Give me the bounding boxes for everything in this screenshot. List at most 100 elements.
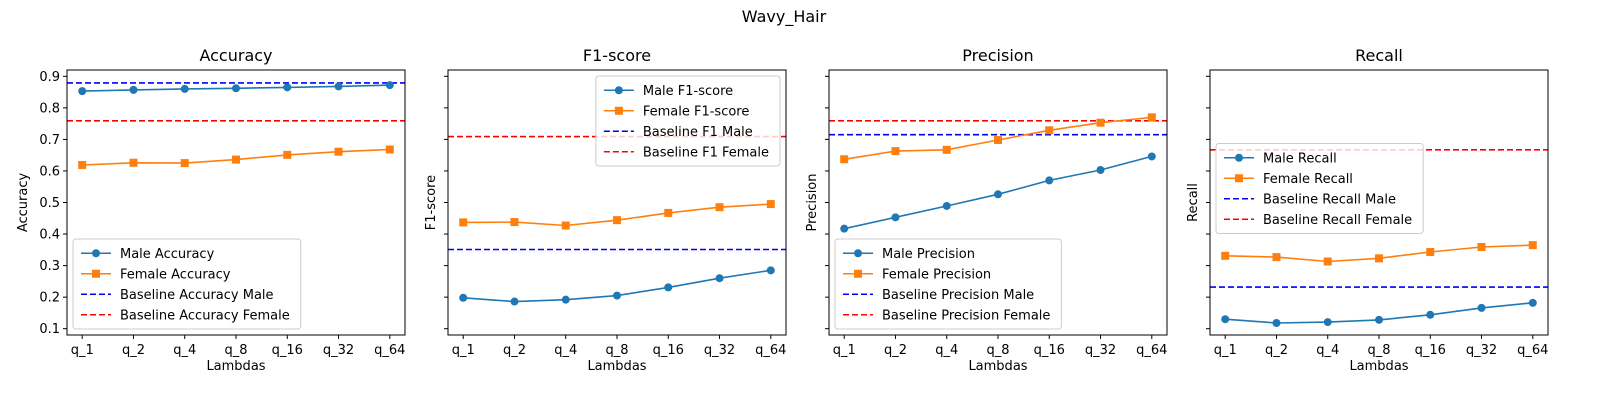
x-tick-label: q_32: [1085, 343, 1116, 358]
x-tick-label: q_64: [374, 343, 405, 358]
data-point-male: [78, 87, 87, 96]
x-tick-label: q_1: [833, 343, 856, 358]
data-point-male: [1221, 315, 1230, 324]
y-axis-label: Accuracy: [16, 173, 31, 233]
data-point-male: [891, 213, 900, 222]
data-point-male: [232, 84, 240, 93]
data-point-female: [1375, 254, 1383, 263]
data-point-female: [78, 160, 87, 169]
legend-marker: [854, 249, 862, 258]
data-point-female: [1096, 118, 1105, 127]
data-point-male: [334, 82, 343, 91]
x-axis-label: Lambdas: [968, 359, 1027, 374]
legend-label: Female Accuracy: [120, 267, 231, 282]
data-point-female: [1426, 248, 1435, 257]
x-tick-label: q_4: [173, 343, 196, 358]
y-axis-label: Recall: [1186, 183, 1201, 222]
x-tick-label: q_64: [1136, 343, 1167, 358]
x-tick-label: q_32: [1466, 343, 1497, 358]
data-point-female: [613, 216, 621, 225]
x-tick-label: q_2: [1265, 343, 1288, 358]
data-point-female: [1528, 241, 1537, 250]
legend: Male Precision Female Precision Baseline P…: [834, 238, 1062, 330]
data-point-female: [129, 158, 138, 167]
data-point-female: [766, 200, 775, 209]
x-tick-label: q_2: [884, 343, 907, 358]
data-point-male: [1375, 315, 1383, 324]
legend-label: Male Recall: [1263, 151, 1337, 166]
data-point-male: [1323, 318, 1332, 327]
x-tick-label: q_1: [71, 343, 94, 358]
data-point-male: [1477, 303, 1486, 312]
data-point-female: [1272, 253, 1281, 262]
data-point-male: [613, 291, 621, 300]
legend-label: Baseline Precision Female: [882, 308, 1050, 323]
legend-marker: [1235, 174, 1243, 183]
x-axis-label: Lambdas: [587, 359, 646, 374]
legend-item: Baseline Precision Female: [843, 308, 1050, 323]
legend-item: Female Recall: [1224, 172, 1353, 187]
x-tick-label: q_64: [1517, 343, 1548, 358]
x-tick-label: q_32: [323, 343, 354, 358]
legend: Male F1-score Female F1-score Baseline F1 …: [595, 75, 781, 167]
data-point-female: [334, 147, 343, 156]
chart-panel-1: Accuracy 0.1 0.2 0.3 0.4 0.5 0.6 0.7 0.8 0.9 q_1 q_…: [16, 46, 406, 374]
axes-frame: [1209, 69, 1549, 336]
legend-label: Male Precision: [882, 247, 975, 262]
legend-item: Baseline Recall Male: [1224, 192, 1396, 207]
y-tick-label: 0.5: [39, 196, 60, 211]
legend-marker: [614, 86, 623, 95]
legend-item: Baseline Accuracy Female: [81, 308, 290, 323]
legend-marker: [92, 249, 100, 258]
data-point-male: [942, 201, 951, 210]
data-point-female: [664, 208, 673, 217]
axes-frame: [447, 69, 787, 336]
figure-suptitle: Wavy_Hair: [742, 7, 827, 27]
x-tick-label: q_2: [122, 343, 145, 358]
x-tick-label: q_32: [704, 343, 735, 358]
legend-label: Baseline F1 Male: [643, 125, 753, 140]
data-point-male: [129, 85, 138, 94]
y-axis-label: Precision: [805, 173, 820, 231]
x-tick-label: q_1: [452, 343, 475, 358]
y-tick-label: 0.7: [39, 133, 60, 148]
data-point-female: [715, 203, 724, 212]
legend-box: [834, 238, 1062, 330]
plot-area: [67, 81, 405, 169]
legend-label: Baseline F1 Female: [643, 145, 769, 160]
data-point-male: [994, 190, 1002, 199]
data-point-female: [840, 155, 849, 164]
data-point-male: [561, 295, 570, 304]
legend-label: Baseline Recall Female: [1263, 213, 1412, 228]
data-point-male: [1045, 176, 1054, 185]
data-point-male: [766, 266, 775, 275]
data-point-female: [891, 147, 900, 156]
data-point-male: [1272, 319, 1281, 328]
data-point-female: [459, 218, 468, 227]
legend-item: Male F1-score: [603, 84, 733, 99]
legend-item: Baseline Recall Female: [1224, 213, 1412, 228]
y-tick-label: 0.2: [39, 291, 60, 306]
y-tick-label: 0.3: [39, 259, 60, 274]
data-point-female: [561, 221, 570, 230]
legend-item: Baseline Precision Male: [843, 288, 1034, 303]
legend-item: Female Precision: [843, 267, 991, 282]
data-point-female: [180, 159, 189, 168]
x-tick-label: q_8: [986, 343, 1009, 358]
x-tick-label: q_1: [1214, 343, 1237, 358]
x-tick-label: q_8: [1367, 343, 1390, 358]
data-point-female: [994, 136, 1002, 145]
legend-item: Male Accuracy: [81, 247, 215, 262]
x-tick-label: q_64: [755, 343, 786, 358]
data-point-male: [385, 81, 394, 90]
chart-title: Precision: [962, 46, 1033, 65]
legend: Male Recall Female Recall Baseline Recall …: [1215, 143, 1424, 234]
legend-item: Baseline F1 Male: [603, 125, 753, 140]
x-axis-label: Lambdas: [206, 359, 265, 374]
x-tick-label: q_8: [605, 343, 628, 358]
x-tick-label: q_16: [1034, 343, 1065, 358]
data-point-male: [459, 293, 468, 302]
data-point-female: [1477, 242, 1486, 251]
data-point-male: [1426, 310, 1435, 319]
legend-label: Male F1-score: [643, 84, 733, 99]
